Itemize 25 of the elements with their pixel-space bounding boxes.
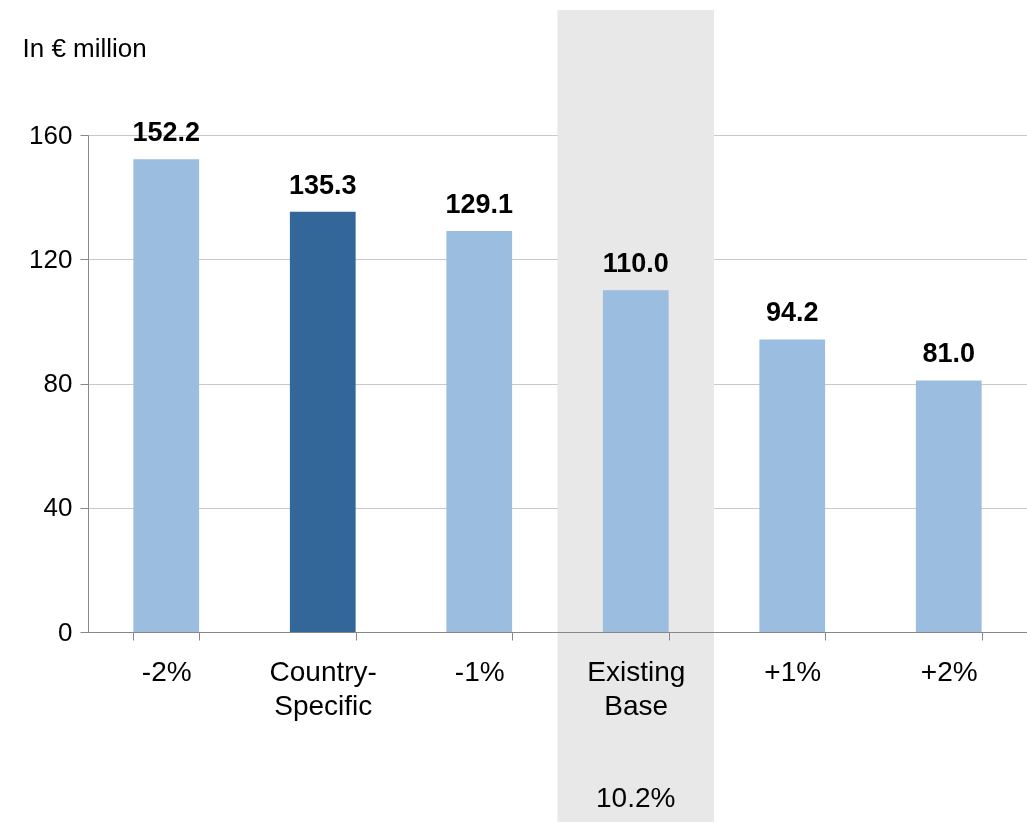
bar (446, 230, 513, 632)
data-label: 129.1 (445, 188, 514, 219)
data-label: 110.0 (602, 248, 669, 279)
bar (133, 159, 200, 632)
x-tick-label: +1% (764, 655, 822, 687)
bar (759, 339, 826, 632)
x-tick-label: -2% (141, 655, 192, 687)
data-label: 135.3 (288, 169, 357, 200)
data-label: 152.2 (132, 117, 201, 148)
data-label: 94.2 (765, 297, 819, 328)
data-label: 81.0 (922, 338, 976, 369)
y-tick-label: 0 (58, 616, 73, 647)
bar (289, 211, 356, 632)
y-tick-label: 80 (43, 368, 73, 398)
x-tick-label: Existing Base (587, 655, 686, 721)
y-tick-label: 40 (43, 492, 73, 523)
x-tick-label: Country-Specific (269, 655, 377, 721)
x-tick-label: -1% (454, 655, 505, 687)
bar (602, 290, 669, 632)
bar (915, 380, 982, 632)
y-axis-title: In € million (22, 32, 147, 63)
x-tick-label: +2% (920, 655, 978, 687)
y-tick-label: 160 (29, 119, 73, 150)
y-tick-label: 120 (29, 243, 73, 274)
band-label: 10.2% (596, 782, 676, 813)
